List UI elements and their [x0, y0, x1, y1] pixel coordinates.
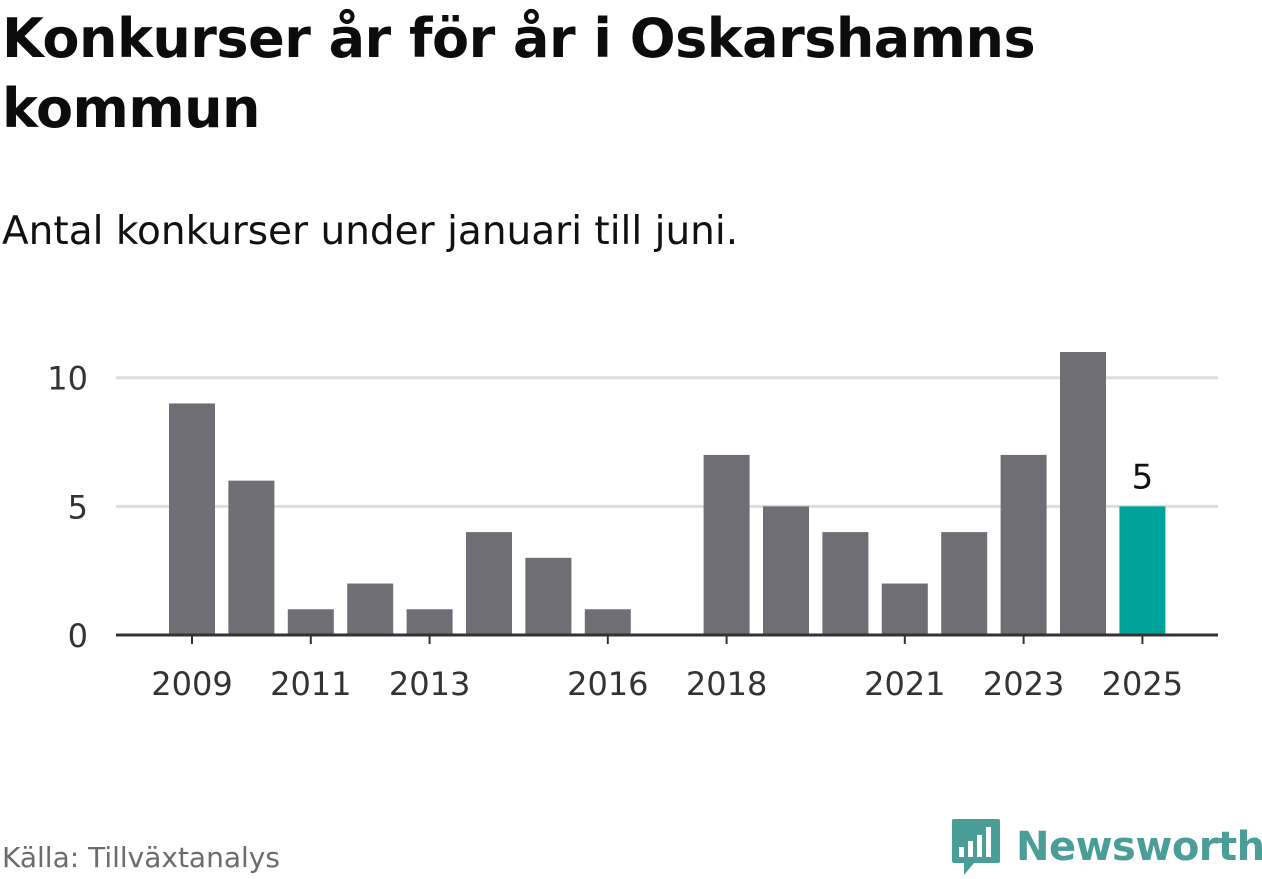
bar-2019: [763, 506, 809, 635]
bar-2020: [822, 532, 869, 635]
x-tick-label: 2025: [1102, 665, 1183, 703]
gridlines: [116, 376, 1218, 508]
y-tick-label: 10: [47, 360, 88, 398]
chart-subtitle: Antal konkurser under januari till juni.: [2, 209, 739, 254]
bar-2010: [228, 480, 275, 635]
y-tick-label: 0: [68, 617, 88, 655]
x-tick-label: 2016: [567, 665, 648, 703]
source-note: Källa: Tillväxtanalys: [2, 841, 280, 874]
bar-2021: [881, 583, 928, 635]
bar-2013: [406, 609, 453, 635]
bar-2009: [169, 403, 215, 635]
x-tick-label: 2009: [151, 665, 232, 703]
axes: [116, 633, 1218, 644]
newsworthy-chart-bubble-icon: [952, 819, 1000, 875]
bar-2022: [941, 532, 988, 635]
bar-2016: [584, 609, 631, 635]
x-tick-label: 2018: [686, 665, 767, 703]
labels: 0 5 10 5 2009 2011 2013 2016 2018 2021 2023 2025: [47, 360, 1183, 703]
bar-2018: [703, 454, 750, 635]
bar-2024: [1060, 352, 1106, 635]
data-label-2025: 5: [1132, 457, 1154, 497]
bar-2011: [287, 609, 334, 635]
bar-2012: [347, 583, 394, 635]
bars: [169, 352, 1166, 635]
bar-2023: [1000, 454, 1047, 635]
brand-name: Newsworthy: [1016, 824, 1262, 870]
y-tick-label: 5: [68, 488, 88, 526]
bar-2025: [1119, 506, 1166, 635]
chart-title: Konkurser år för år i Oskarshamns kommun: [2, 7, 1036, 140]
x-tick-label: 2013: [389, 665, 470, 703]
bar-2015: [525, 557, 572, 635]
newsworthy-brand: Newsworthy: [950, 817, 1262, 877]
x-tick-label: 2011: [270, 665, 351, 703]
x-tick-label: 2023: [983, 665, 1064, 703]
bar-2014: [466, 532, 512, 635]
x-tick-label: 2021: [864, 665, 945, 703]
